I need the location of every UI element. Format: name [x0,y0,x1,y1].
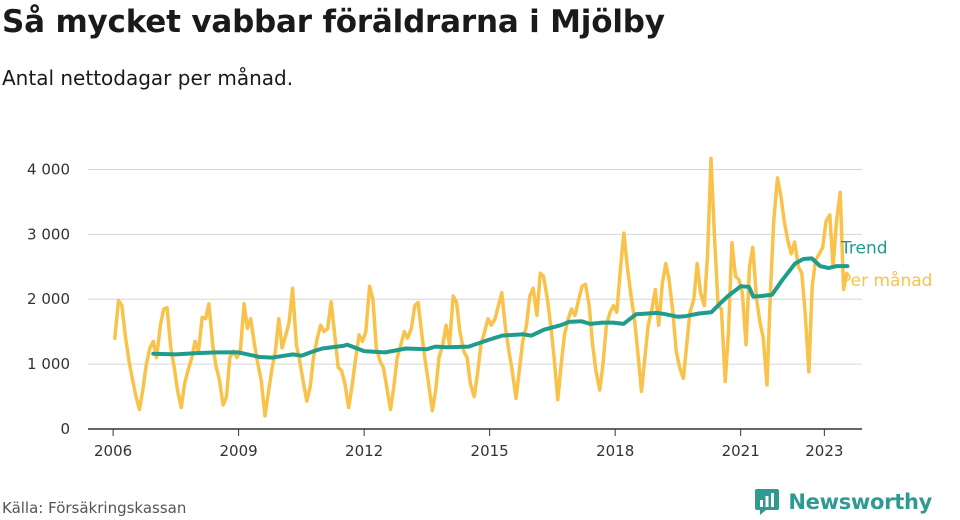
x-tick-label: 2015 [471,442,509,460]
brand-logo: Newsworthy [754,488,932,516]
x-tick-label: 2021 [722,442,760,460]
y-tick-label: 2 000 [27,290,70,308]
x-tick-label: 2006 [94,442,132,460]
x-tick-label: 2009 [220,442,258,460]
y-tick-label: 4 000 [27,160,70,178]
y-tick-label: 1 000 [27,355,70,373]
y-tick-label: 3 000 [27,225,70,243]
axes: 0 1 000 2 000 3 000 4 000 2006 2009 2012 2015 201… [27,160,862,460]
x-tick-label: 2023 [805,442,843,460]
series-lines [113,156,850,418]
x-tick-label: 2018 [596,442,634,460]
newsworthy-logo-icon [755,489,780,515]
source-note: Källa: Försäkringskassan [2,499,187,517]
chart-subtitle: Antal nettodagar per månad. [2,66,294,90]
legend: Per månad Trend [840,238,932,290]
series-line-trend [151,256,850,360]
legend-label-trend: Trend [840,238,888,258]
chart-title: Så mycket vabbar föräldrarna i Mjölby [2,4,665,40]
y-tick-label: 0 [60,420,70,438]
line-chart: 0 1 000 2 000 3 000 4 000 2006 2009 2012 2015 201… [27,156,932,460]
brand-name: Newsworthy [788,490,932,514]
series-line-per-manad [113,156,849,418]
x-tick-label: 2012 [345,442,383,460]
legend-label-per-manad: Per månad [841,270,932,291]
